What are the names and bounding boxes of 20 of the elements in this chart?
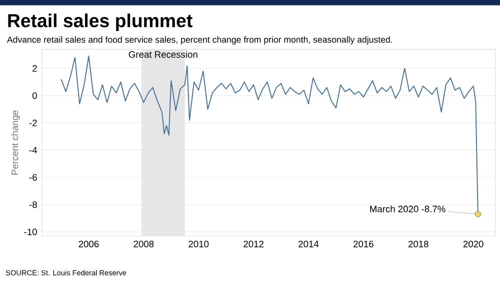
x-tick-label: 2018 [408,240,428,248]
x-tick-label: 2010 [188,240,209,248]
chart-title: Retail sales plummet [8,14,192,31]
x-tick-label: 2020 [463,240,484,248]
x-tick-label: 2014 [298,240,319,248]
annotation: March 2020 -8.7% [370,205,446,212]
y-tick-label: -6 [29,174,37,181]
x-tick-label: 2008 [134,240,154,248]
y-tick-label: -2 [29,120,37,126]
y-axis-title: Percent change [11,110,20,175]
y-tick-label: -10 [24,228,37,236]
x-tick-label: 2016 [354,240,374,248]
chart-subtitle: Advance retail sales and food service sales, percent change from prior month, seasonally adjusted. [6,36,392,44]
y-tick-label: -8 [29,201,37,208]
y-tick-label: 2 [32,65,37,72]
x-tick-label: 2012 [244,240,264,248]
y-tick-label: 0 [32,92,37,99]
y-tick-label: -4 [29,146,38,154]
x-tick-label: 2006 [78,240,99,248]
band-label: Great Recession [128,50,198,58]
